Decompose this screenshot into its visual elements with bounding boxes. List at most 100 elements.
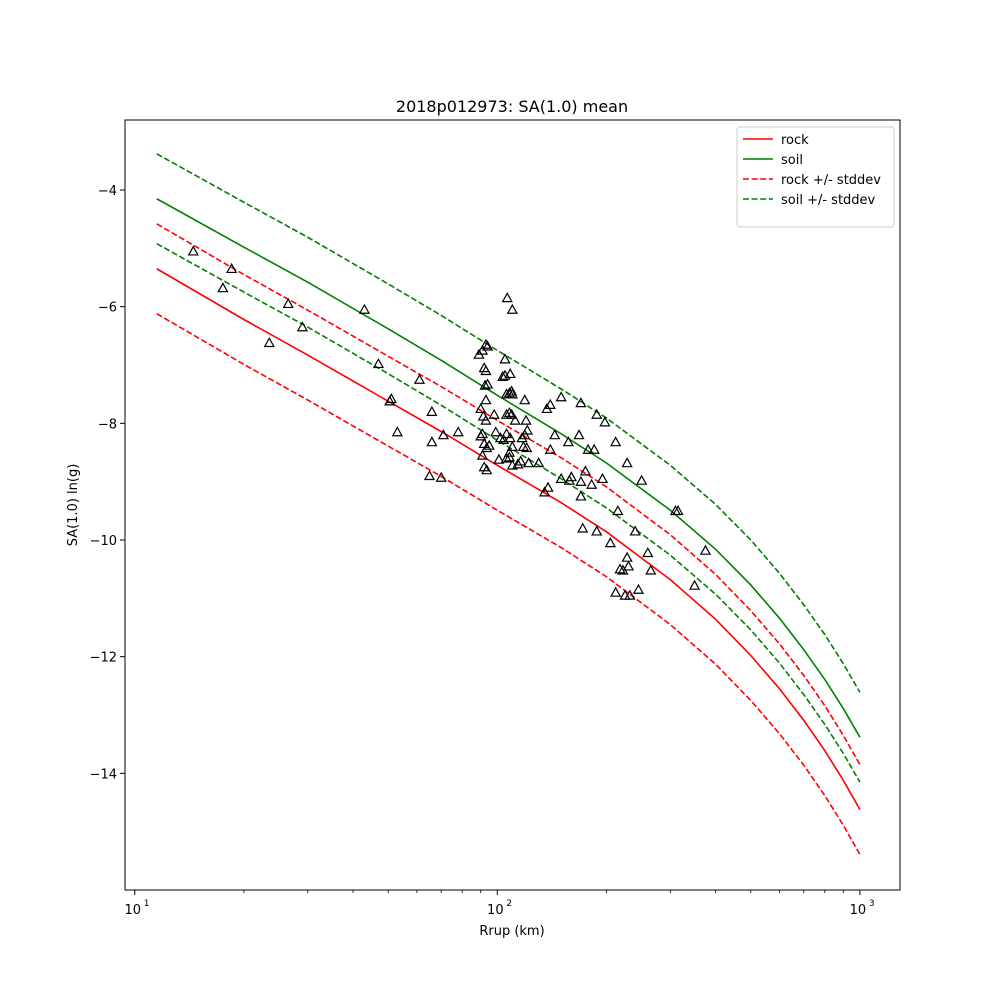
x-axis: 10 1 10 2 10 3	[124, 890, 875, 918]
data-point	[591, 525, 603, 536]
y-tick-label: −6	[98, 301, 117, 316]
data-point	[225, 262, 238, 274]
data-point	[488, 408, 500, 419]
curves-layer	[156, 153, 861, 855]
data-point	[480, 414, 492, 425]
data-point	[426, 405, 438, 416]
data-point	[504, 367, 516, 379]
series-line-3	[156, 312, 861, 855]
data-point	[555, 472, 567, 484]
data-point	[296, 321, 309, 332]
data-point	[358, 303, 371, 314]
data-point	[282, 297, 294, 309]
data-point	[588, 443, 600, 454]
data-point	[423, 469, 436, 481]
data-point	[480, 338, 492, 349]
data-point	[533, 457, 545, 468]
data-point	[503, 406, 516, 418]
data-point	[503, 387, 516, 398]
legend-label: rock	[781, 133, 809, 148]
chart-title: 2018p012973: SA(1.0) mean	[396, 97, 628, 116]
data-point	[503, 446, 516, 457]
data-point	[481, 378, 494, 389]
series-line-5	[156, 242, 861, 783]
data-point	[596, 472, 609, 484]
data-point	[579, 465, 592, 476]
data-point	[582, 443, 594, 454]
data-point	[497, 370, 509, 381]
data-point	[413, 373, 426, 384]
data-point	[506, 303, 518, 314]
y-tick-label: −10	[90, 534, 117, 549]
y-axis-label: SA(1.0) ln(g)	[66, 464, 81, 547]
plot-frame	[124, 119, 901, 891]
data-point	[516, 432, 528, 443]
data-point	[563, 474, 575, 485]
x-tick-label: 10	[487, 903, 504, 918]
data-point	[504, 432, 516, 443]
data-point	[391, 426, 403, 437]
data-point	[520, 414, 532, 425]
data-point	[217, 282, 229, 293]
data-point	[591, 408, 603, 419]
x-axis-label: Rrup (km)	[479, 924, 544, 939]
y-tick-label: −14	[90, 767, 117, 782]
data-point	[688, 579, 701, 590]
y-tick-label: −12	[90, 651, 117, 666]
data-point	[480, 394, 492, 405]
x-tick-label: 10	[850, 903, 867, 918]
y-tick-label: −4	[98, 184, 117, 199]
data-point	[575, 490, 587, 501]
data-point	[612, 504, 624, 516]
data-point	[521, 441, 533, 453]
y-axis: −4 −6 −8 −10 −12 −14	[90, 184, 125, 782]
data-point	[505, 385, 518, 396]
data-point	[481, 464, 493, 475]
data-point	[509, 414, 521, 425]
data-point	[497, 433, 510, 444]
data-point	[562, 436, 574, 447]
data-point	[629, 525, 641, 536]
data-point	[632, 583, 645, 594]
x-tick-exponent: 3	[869, 899, 875, 909]
data-point	[435, 471, 447, 482]
data-point	[187, 245, 199, 256]
data-point	[672, 504, 684, 516]
data-point	[614, 563, 626, 574]
data-point	[577, 522, 589, 533]
data-point	[621, 551, 633, 562]
data-point	[585, 478, 598, 489]
data-point	[521, 424, 533, 435]
series-line-1	[156, 198, 861, 738]
data-point	[604, 537, 616, 548]
data-point	[500, 388, 513, 399]
data-point	[642, 546, 654, 558]
data-point	[523, 457, 535, 468]
y-tick-label: −8	[98, 417, 117, 432]
legend-label: rock +/- stddev	[781, 173, 881, 188]
data-point	[549, 429, 561, 440]
legend-label: soil	[781, 153, 803, 168]
legend-label: soil +/- stddev	[781, 193, 876, 208]
data-point	[500, 427, 513, 439]
data-point	[624, 589, 636, 600]
data-point	[475, 430, 487, 441]
data-point	[573, 429, 585, 440]
data-point	[635, 474, 648, 485]
data-point	[610, 586, 622, 597]
data-point	[452, 426, 464, 437]
data-point	[500, 452, 513, 463]
points-layer	[187, 245, 712, 600]
data-point	[622, 560, 635, 571]
data-point	[493, 453, 505, 464]
series-line-4	[156, 153, 861, 693]
data-point	[490, 426, 502, 437]
series-line-0	[156, 268, 861, 810]
data-point	[621, 457, 633, 468]
data-point	[505, 408, 518, 419]
data-point	[475, 402, 487, 414]
x-tick-exponent: 1	[144, 899, 150, 909]
data-point	[501, 292, 513, 303]
